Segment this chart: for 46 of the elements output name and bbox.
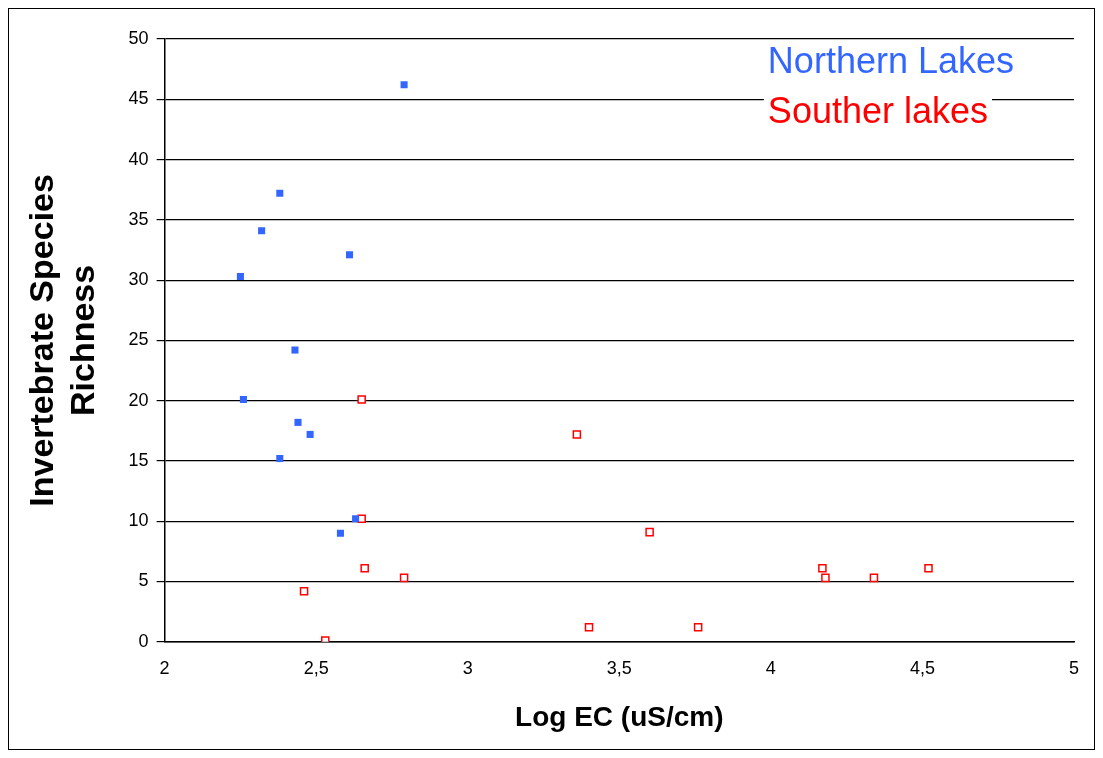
y-tick-label: 10 — [128, 510, 149, 531]
y-axis-title: Invertebrate Species Richness — [21, 174, 101, 507]
y-tick-label: 0 — [138, 630, 149, 651]
y-tick-label: 45 — [128, 88, 149, 109]
x-tick-label: 5 — [1068, 657, 1080, 678]
text: Souther lakes — [767, 89, 989, 131]
point — [239, 395, 247, 404]
point — [294, 418, 302, 426]
point — [693, 623, 703, 632]
point — [236, 272, 244, 281]
y-tick-label: 20 — [128, 389, 149, 410]
point — [869, 573, 879, 583]
text: Northern Lakes — [767, 39, 1015, 81]
x-axis-title: Log EC (uS/cm) — [515, 700, 724, 732]
x-tick-label: 2 — [159, 657, 170, 678]
point — [645, 527, 654, 537]
x-tick-label: 4 — [765, 657, 776, 678]
point — [821, 573, 830, 583]
point — [276, 189, 284, 197]
x-tick-label: 2,5 — [303, 657, 329, 678]
x-tick-label: 3,5 — [606, 657, 632, 678]
x-tick-label: 3 — [462, 657, 473, 678]
x-tick-label: 4,5 — [909, 657, 935, 678]
point — [924, 563, 933, 573]
point — [400, 81, 408, 89]
point — [306, 430, 314, 438]
y-tick-label: 40 — [128, 148, 149, 169]
y-tick-label: 25 — [128, 329, 149, 350]
y-tick-label: 30 — [128, 269, 149, 290]
point — [291, 346, 299, 354]
y-tick-label: 15 — [128, 449, 149, 470]
y-tick-label: 5 — [138, 570, 149, 591]
point — [336, 529, 344, 537]
y-tick-label: 50 — [128, 27, 149, 48]
point — [299, 586, 309, 596]
point — [399, 573, 409, 583]
point — [818, 563, 827, 573]
point — [258, 227, 266, 235]
point — [360, 563, 369, 573]
point — [345, 251, 354, 259]
point — [572, 430, 582, 439]
point — [276, 455, 284, 463]
point — [584, 623, 594, 632]
y-tick-label: 35 — [128, 208, 149, 229]
point — [352, 515, 360, 523]
point — [357, 395, 366, 404]
